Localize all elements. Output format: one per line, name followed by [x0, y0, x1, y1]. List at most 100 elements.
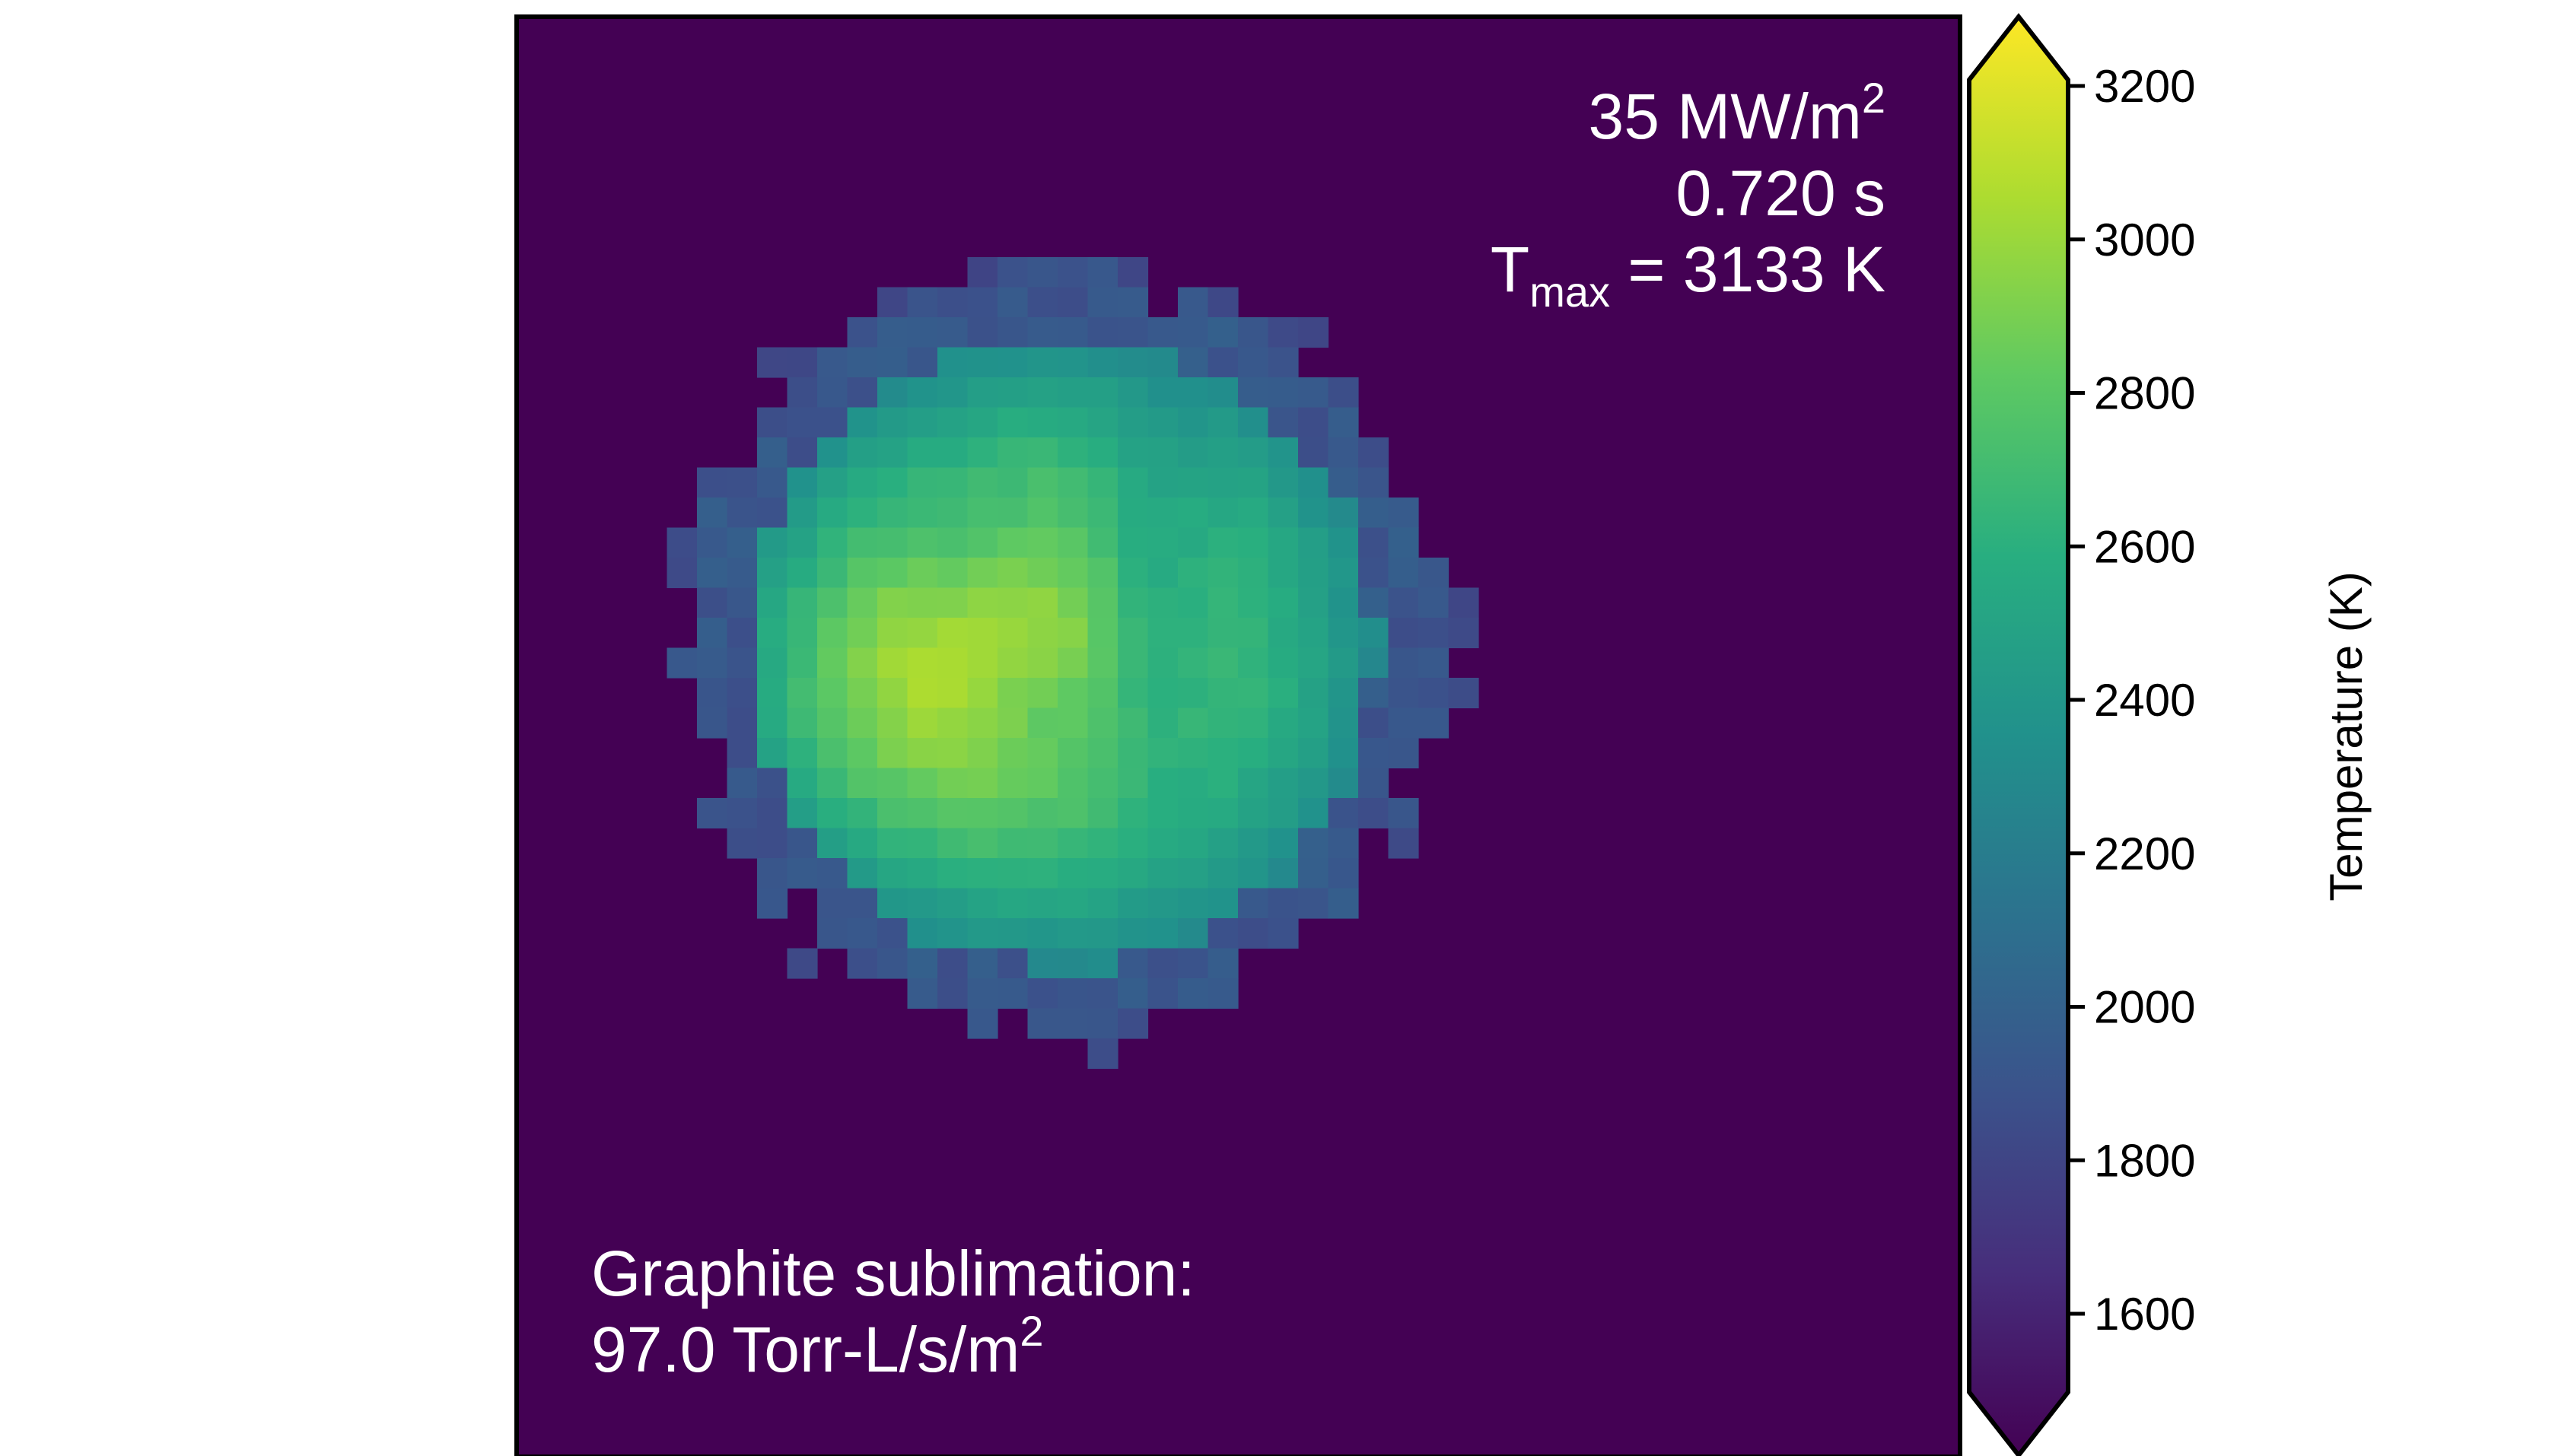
heatmap-cell: [817, 467, 848, 498]
heatmap-cell: [1298, 768, 1329, 799]
heatmap-cell: [1418, 707, 1449, 739]
heatmap-cell: [1087, 948, 1118, 979]
heatmap-cell: [1147, 647, 1179, 679]
heatmap-cell: [1147, 407, 1179, 438]
heatmap-cell: [877, 738, 908, 769]
heatmap-cell: [1388, 798, 1419, 829]
heatmap-cell: [1027, 287, 1058, 318]
heatmap-cell: [1058, 467, 1089, 498]
heatmap-cell: [1238, 317, 1269, 348]
heatmap-cell: [1238, 647, 1269, 679]
heatmap-cell: [757, 768, 788, 799]
heatmap-cell: [998, 888, 1029, 919]
heatmap-cell: [1208, 558, 1239, 589]
heatmap-cell: [877, 858, 908, 889]
heatmap-cell: [1147, 377, 1179, 409]
heatmap-cell: [967, 918, 998, 949]
heatmap-cell: [1208, 858, 1239, 889]
heatmap-cell: [1388, 828, 1419, 859]
heatmap-cell: [1118, 888, 1149, 919]
heatmap-cell: [1178, 467, 1209, 498]
heatmap-cell: [1118, 858, 1149, 889]
heatmap-cell: [1027, 678, 1058, 709]
heatmap-cell: [1298, 888, 1329, 919]
heatmap-cell: [787, 467, 818, 498]
heatmap-cell: [998, 347, 1029, 378]
heatmap-cell: [1298, 558, 1329, 589]
heatmap-cell: [1118, 257, 1149, 288]
heatmap-cell: [757, 527, 788, 558]
heatmap-cell: [787, 437, 818, 469]
heatmap-cell: [1027, 858, 1058, 889]
heatmap-cell: [967, 437, 998, 469]
heatmap-cell: [1298, 738, 1329, 769]
heatmap-cell: [1027, 527, 1058, 558]
heatmap-cell: [1298, 798, 1329, 829]
heatmap-cell: [757, 738, 788, 769]
heatmap-cell: [1147, 498, 1179, 529]
heatmap-cell: [998, 587, 1029, 618]
heatmap-cell: [1208, 527, 1239, 558]
heatmap-cell: [877, 707, 908, 739]
heatmap-cell: [1027, 317, 1058, 348]
heatmap-cell: [817, 918, 848, 949]
heatmap-cell: [1268, 918, 1299, 949]
heatmap-cell: [877, 647, 908, 679]
heatmap-cell: [1027, 918, 1058, 949]
heatmap-cell: [1058, 948, 1089, 979]
heatmap-cell: [1388, 498, 1419, 529]
heatmap-cell: [907, 527, 938, 558]
heatmap-cell: [1058, 558, 1089, 589]
heatmap-cell: [1118, 498, 1149, 529]
heatmap-cell: [1118, 317, 1149, 348]
heatmap-cell: [817, 768, 848, 799]
heatmap-cell: [1328, 527, 1359, 558]
heatmap-cell: [967, 317, 998, 348]
heatmap-cell: [1027, 407, 1058, 438]
heatmap-cell: [1147, 707, 1179, 739]
heatmap-cell: [1147, 587, 1179, 618]
colorbar-label: Temperature (K): [2321, 571, 2372, 901]
heatmap-cell: [1418, 558, 1449, 589]
heatmap-cell: [1298, 437, 1329, 469]
heatmap-cell: [1058, 768, 1089, 799]
heatmap-cell: [877, 678, 908, 709]
heatmap-cell: [1178, 978, 1209, 1009]
heatmap-cell: [937, 407, 969, 438]
heatmap-cell: [817, 587, 848, 618]
heatmap-cell: [998, 257, 1029, 288]
heatmap-cell: [998, 437, 1029, 469]
heatmap-cell: [1027, 558, 1058, 589]
heatmap-cell: [1058, 347, 1089, 378]
heatmap-cell: [1268, 347, 1299, 378]
colorbar-ticks: 1600 1800 2000 2200 2400 2600 2800 3000 3200: [2068, 61, 2195, 1340]
heatmap-cell: [998, 618, 1029, 649]
heatmap-cell: [967, 618, 998, 649]
heatmap-cell: [1208, 798, 1239, 829]
heatmap-cell: [1087, 858, 1118, 889]
heatmap-cell: [998, 978, 1029, 1009]
heatmap-cell: [1208, 437, 1239, 469]
heatmap-cell: [1147, 527, 1179, 558]
heatmap-cell: [1328, 587, 1359, 618]
heatmap-cell: [817, 377, 848, 409]
heatmap-cell: [937, 858, 969, 889]
heatmap-cell: [1208, 347, 1239, 378]
heatmap-cell: [1178, 948, 1209, 979]
heatmap-cell: [998, 527, 1029, 558]
heatmap-cell: [1087, 888, 1118, 919]
heatmap-cell: [1118, 918, 1149, 949]
plot-frame: [514, 14, 1962, 1456]
heatmap-cell: [1118, 618, 1149, 649]
heatmap-cell: [1058, 498, 1089, 529]
heatmap-cell: [1328, 888, 1359, 919]
heatmap-cell: [1388, 707, 1419, 739]
heatmap-cell: [1268, 678, 1299, 709]
heatmap-cell: [1238, 738, 1269, 769]
heatmap-cell: [1208, 707, 1239, 739]
heatmap-cell: [757, 618, 788, 649]
heatmap-cell: [907, 948, 938, 979]
heatmap-cell: [967, 527, 998, 558]
heatmap-cell: [937, 768, 969, 799]
heatmap-cell: [1027, 768, 1058, 799]
